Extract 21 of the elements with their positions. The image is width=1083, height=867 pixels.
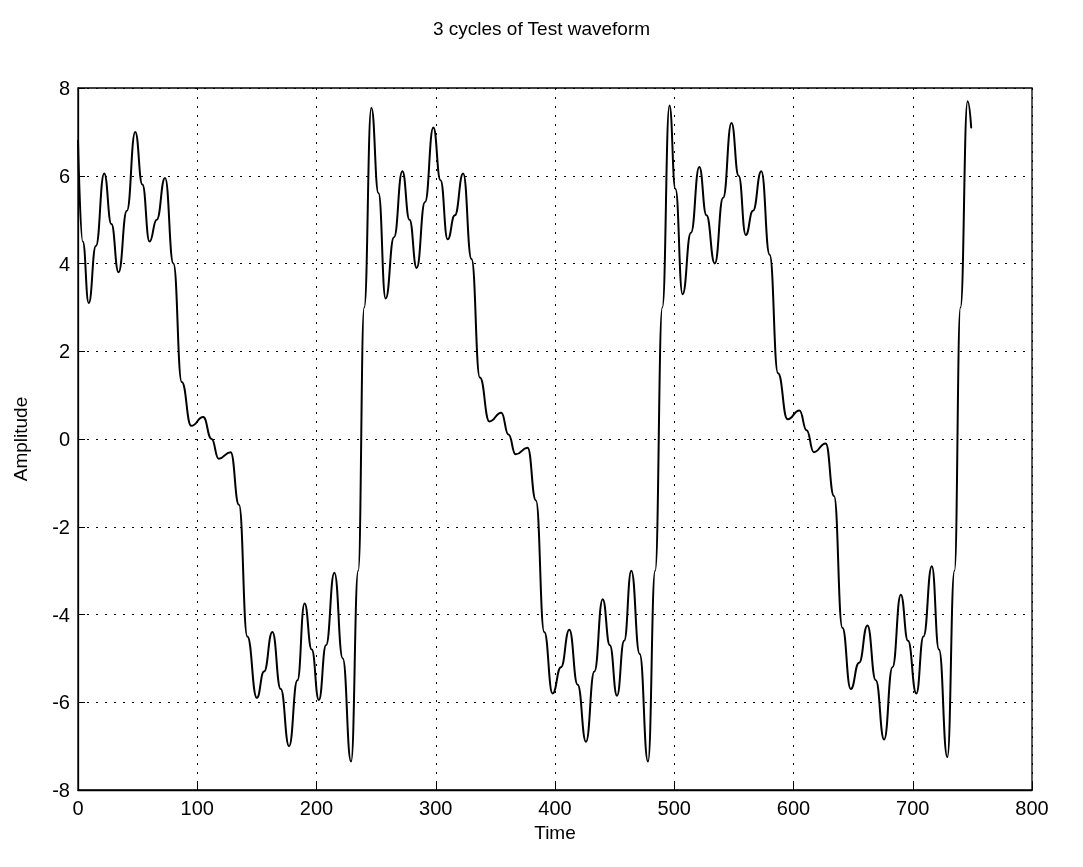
y-tick-label: 4 <box>58 252 70 275</box>
y-tick-label: -8 <box>52 779 70 801</box>
x-axis-title: Time <box>534 821 576 843</box>
x-tick-label: 300 <box>419 797 453 819</box>
x-tick-label: 800 <box>1015 797 1049 819</box>
y-tick-label: 6 <box>58 164 70 187</box>
x-tick-label: 0 <box>72 797 84 819</box>
x-tick-label: 500 <box>657 797 691 819</box>
x-tick-label: 600 <box>776 797 811 819</box>
x-tick-label: 100 <box>180 797 214 819</box>
y-tick-label: -4 <box>52 603 70 626</box>
x-tick-label: 700 <box>896 797 930 819</box>
x-tick-label: 400 <box>538 797 572 819</box>
chart-title: 3 cycles of Test waveform <box>432 18 651 39</box>
y-tick-label: -2 <box>52 515 70 538</box>
y-axis-title: Amplitude <box>10 396 31 482</box>
y-tick-label: -6 <box>52 691 70 714</box>
y-tick-label: 0 <box>58 428 70 450</box>
y-tick-label: 2 <box>58 340 70 363</box>
y-tick-label: 8 <box>58 77 70 99</box>
x-tick-label: 200 <box>299 797 334 819</box>
